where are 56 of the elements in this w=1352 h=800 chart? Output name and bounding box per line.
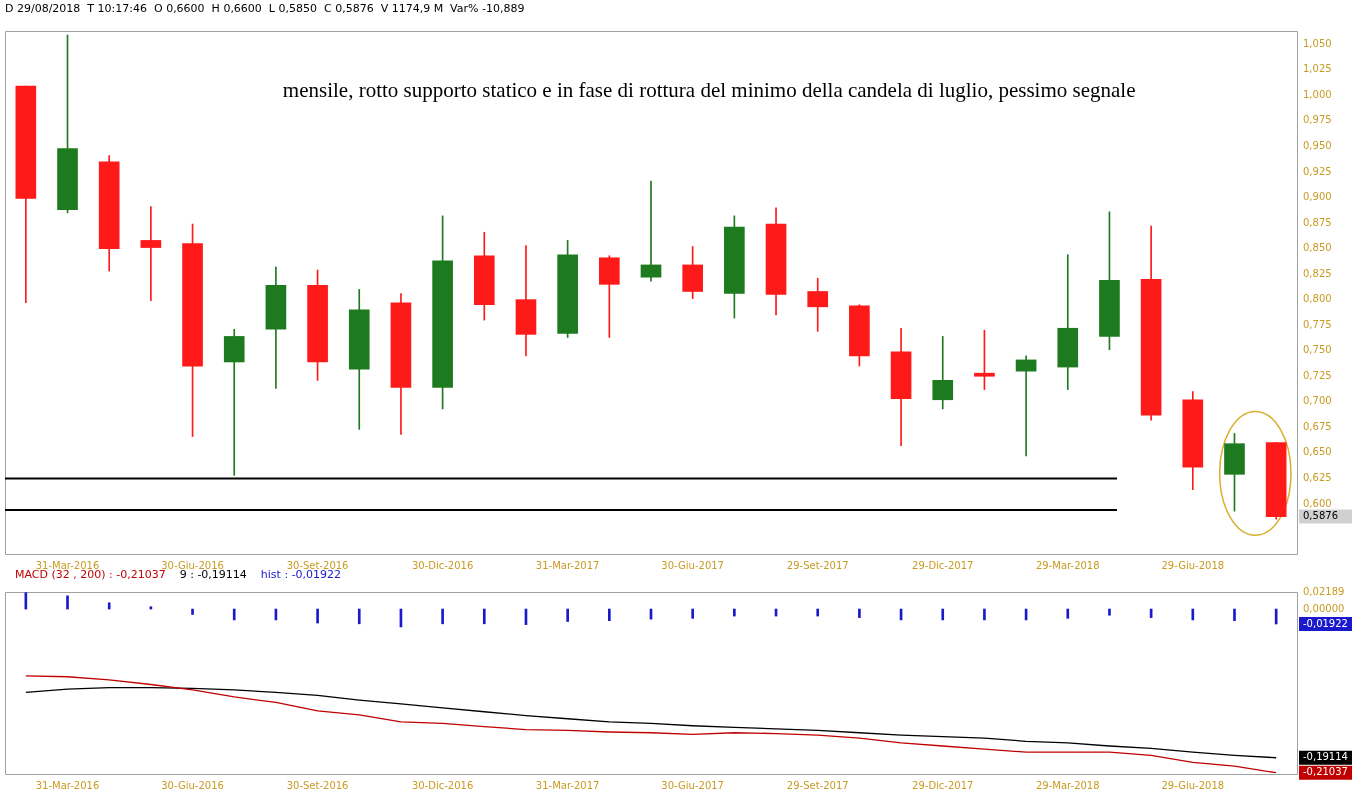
text: -0,19114 — [197, 568, 247, 581]
candlestick — [640, 180, 662, 282]
y-tick-label: 0,775 — [1303, 318, 1332, 330]
y-tick-label: 0,750 — [1303, 344, 1332, 356]
text: 9 : — [179, 568, 194, 581]
x-tick-label: 30-Giu-2017 — [661, 779, 724, 791]
y-tick-label: 0,925 — [1303, 165, 1332, 177]
y-tick-label: 1,000 — [1303, 88, 1332, 100]
y-tick-label: -0,19114 — [1303, 751, 1348, 763]
y-tick-label: 0,875 — [1303, 216, 1332, 228]
text: -0,21037 — [116, 568, 166, 581]
x-tick-label: 29-Set-2017 — [786, 559, 849, 571]
candlestick — [223, 328, 245, 476]
candlestick — [140, 206, 162, 301]
text: hist : — [260, 568, 289, 581]
y-tick-label: 0,625 — [1303, 472, 1332, 483]
x-tick-label: 29-Giu-2018 — [1161, 559, 1225, 571]
x-tick-label: 31-Mar-2016 — [35, 559, 100, 571]
x-tick-label: 31-Mar-2016 — [35, 779, 100, 791]
y-tick-label: 0,600 — [1303, 497, 1332, 509]
x-tick-label: 29-Dic-2017 — [912, 559, 974, 571]
y-tick-label: 0,950 — [1303, 140, 1332, 152]
x-tick-label: 29-Mar-2018 — [1035, 559, 1100, 571]
y-tick-label: 0,5876 — [1303, 510, 1338, 522]
y-tick-label: -0,01922 — [1303, 617, 1348, 629]
y-tick-label: 0,800 — [1303, 293, 1332, 305]
x-tick-label: 29-Giu-2018 — [1161, 779, 1225, 791]
y-tick-label: 1,025 — [1303, 63, 1332, 75]
y-tick-label: 0,02189 — [1303, 585, 1345, 597]
y-tick-label: 0,725 — [1303, 369, 1332, 381]
text: MACD (32 , 200) : — [15, 568, 114, 581]
y-tick-label: 0,850 — [1303, 242, 1332, 254]
x-tick-label: 30-Giu-2016 — [161, 779, 224, 791]
x-tick-label: 29-Mar-2018 — [1035, 779, 1100, 791]
y-tick-label: 0,825 — [1303, 267, 1332, 279]
x-tick-label: 30-Giu-2016 — [161, 559, 224, 571]
y-tick-label: 0,700 — [1303, 395, 1332, 407]
y-tick-label: 1,050 — [1303, 37, 1332, 49]
y-tick-label: 0,900 — [1303, 191, 1332, 203]
y-tick-label: 0,975 — [1303, 114, 1332, 126]
chart-subtitle: D 29/08/2018 T 10:17:46 O 0,6600 H 0,6600 L 0,5850 C 0,5876 V 1174,9 M Var% -10,889 — [5, 2, 525, 15]
x-tick-label: 30-Set-2016 — [286, 779, 349, 791]
y-tick-label: 0,00000 — [1303, 602, 1345, 614]
x-tick-label: 31-Mar-2017 — [535, 559, 600, 571]
x-tick-label: 30-Giu-2017 — [661, 559, 724, 571]
y-tick-label: 0,675 — [1303, 420, 1332, 432]
x-tick-label: 30-Dic-2016 — [411, 779, 474, 791]
text: -0,01922 — [291, 568, 342, 581]
y-tick-label: -0,21037 — [1303, 766, 1348, 778]
x-tick-label: 30-Set-2016 — [286, 559, 349, 571]
y-tick-label: 0,650 — [1303, 446, 1332, 458]
annotation: mensile, rotto supporto statico e in fase di rottura del minimo della candela di luglio, pessimo segnale — [282, 77, 1136, 102]
x-tick-label: 29-Dic-2017 — [912, 779, 974, 791]
x-tick-label: 31-Mar-2017 — [535, 779, 600, 791]
x-tick-label: 30-Dic-2016 — [411, 559, 474, 571]
x-tick-label: 29-Set-2017 — [786, 779, 849, 791]
